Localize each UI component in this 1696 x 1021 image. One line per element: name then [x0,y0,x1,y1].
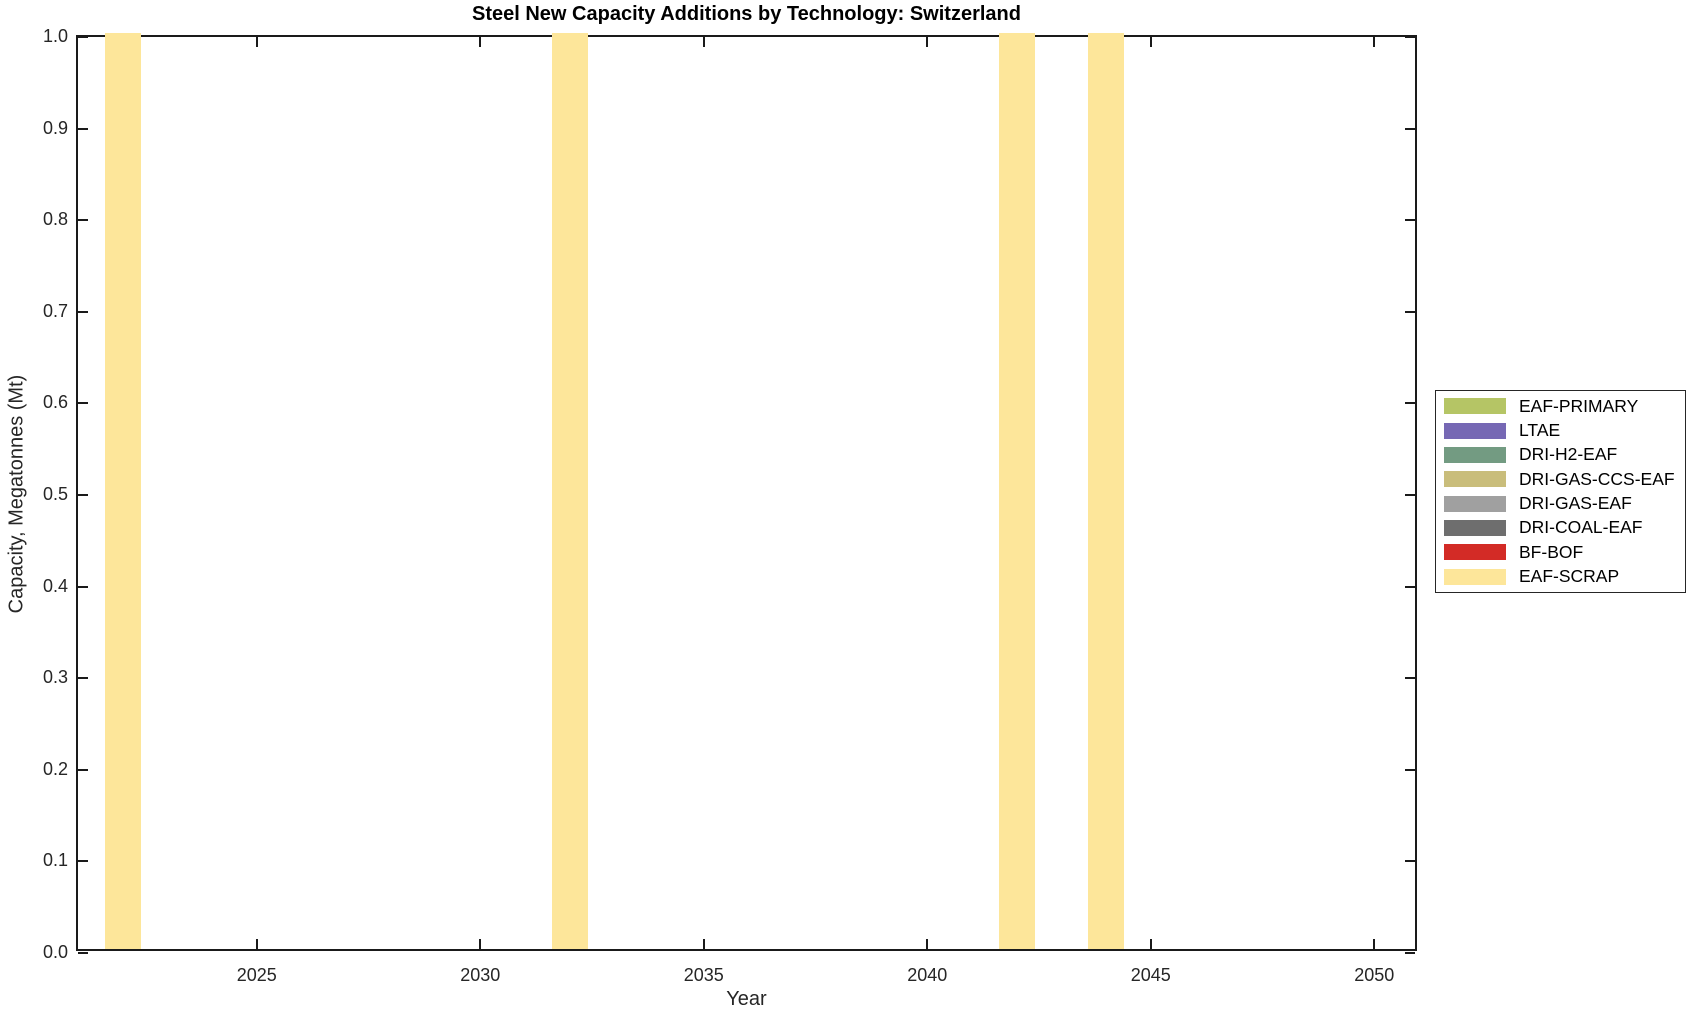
y-tick-mark-right [1405,127,1415,130]
legend-row-ltae: LTAE [1444,419,1681,443]
x-tick-mark-top [255,37,258,47]
legend-label: DRI-GAS-CCS-EAF [1519,468,1675,489]
x-tick-mark-top [1373,37,1376,47]
legend-row-bf-bof: BF-BOF [1444,540,1681,564]
y-tick-mark-right [1405,402,1415,405]
y-tick-mark-right [1405,219,1415,222]
x-tick-label: 2040 [907,965,948,985]
y-tick-label: 0.9 [42,117,68,138]
y-tick-mark [78,310,88,313]
y-tick-mark [78,677,88,680]
legend-label: DRI-COAL-EAF [1519,517,1643,538]
y-tick-label: 0.8 [42,209,68,230]
y-tick-label: 0.6 [42,392,68,413]
legend-label: LTAE [1519,420,1561,441]
y-tick-mark-right [1405,36,1415,38]
x-tick-label: 2025 [236,965,277,985]
legend-row-dri-h2-eaf: DRI-H2-EAF [1444,443,1681,467]
bar-eaf-scrap-2022 [104,33,141,949]
legend-label: EAF-SCRAP [1519,566,1620,587]
legend: EAF-PRIMARY LTAE DRI-H2-EAF DRI-GAS-CCS-EAF… [1435,390,1686,593]
legend-row-eaf-scrap: EAF-SCRAP [1444,565,1681,589]
y-tick-mark-right [1405,677,1415,680]
x-tick-mark [255,939,258,949]
y-tick-mark-right [1405,494,1415,496]
bar-eaf-scrap-2032 [551,33,588,949]
x-tick-mark [702,939,705,949]
y-tick-mark-right [1405,952,1415,954]
legend-row-eaf-primary: EAF-PRIMARY [1444,394,1681,418]
y-tick-mark-right [1405,310,1415,313]
x-axis-label: Year [726,988,767,1010]
y-tick-mark [78,768,88,771]
legend-swatch-ltae [1444,422,1506,439]
legend-row-dri-gas-ccs-eaf: DRI-GAS-CCS-EAF [1444,467,1681,491]
x-tick-mark-top [1149,37,1152,47]
legend-label: EAF-PRIMARY [1519,395,1639,416]
y-tick-mark [78,860,88,863]
y-tick-mark-right [1405,585,1415,588]
x-tick-label: 2035 [683,965,724,985]
y-tick-label: 0.7 [42,300,68,321]
x-tick-mark [1149,939,1152,949]
x-tick-mark [479,939,482,949]
y-tick-mark [78,219,88,222]
y-tick-mark [78,402,88,405]
x-tick-mark-top [926,37,929,47]
y-tick-label: 1.0 [42,26,68,46]
legend-label: DRI-H2-EAF [1519,444,1618,465]
y-tick-mark [78,952,88,954]
legend-swatch-dri-gas-eaf [1444,495,1506,512]
x-tick-label: 2045 [1130,965,1171,985]
y-tick-mark [78,127,88,130]
y-tick-label: 0.2 [42,758,68,779]
legend-swatch-dri-h2-eaf [1444,446,1506,463]
x-tick-mark [926,939,929,949]
chart-title: Steel New Capacity Additions by Technolo… [472,3,1021,25]
y-tick-label: 0.4 [42,575,68,596]
y-tick-label: 0.0 [42,942,68,962]
y-tick-mark-right [1405,860,1415,863]
legend-swatch-bf-bof [1444,544,1506,561]
legend-swatch-eaf-primary [1444,398,1506,415]
plot-area: 2025 2030 2035 2040 2045 2050 0.0 0.1 0.2 0.3 0.4 0… [43,26,1417,985]
x-tick-mark-top [479,37,482,47]
y-tick-mark [78,36,88,38]
y-tick-mark [78,494,88,496]
y-tick-label: 0.1 [42,850,68,871]
x-tick-label: 2030 [460,965,501,985]
y-tick-label: 0.5 [42,484,68,504]
x-tick-mark-top [702,37,705,47]
bar-eaf-scrap-2042 [998,33,1035,949]
x-tick-mark [1373,939,1376,949]
y-tick-mark [78,585,88,588]
legend-swatch-eaf-scrap [1444,568,1506,585]
legend-label: BF-BOF [1519,541,1584,562]
y-tick-mark-right [1405,768,1415,771]
x-tick-label: 2050 [1354,965,1395,985]
legend-swatch-dri-coal-eaf [1444,519,1506,536]
y-tick-label: 0.3 [42,667,68,688]
legend-row-dri-coal-eaf: DRI-COAL-EAF [1444,516,1681,540]
legend-swatch-dri-gas-ccs-eaf [1444,471,1506,488]
bar-eaf-scrap-2044 [1088,33,1124,949]
legend-row-dri-gas-eaf: DRI-GAS-EAF [1444,492,1681,516]
legend-label: DRI-GAS-EAF [1519,493,1632,514]
